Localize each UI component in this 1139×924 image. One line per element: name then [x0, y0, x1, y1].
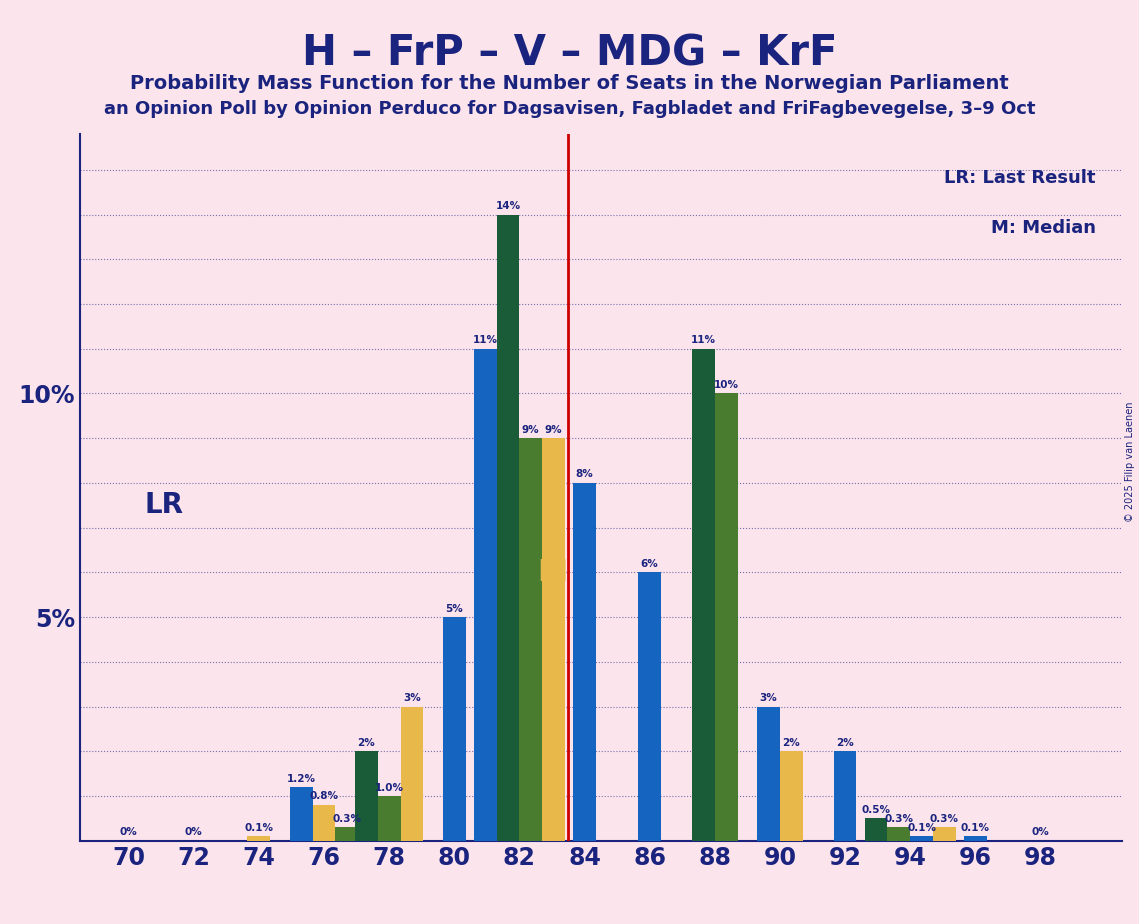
Text: H – FrP – V – MDG – KrF: H – FrP – V – MDG – KrF — [302, 32, 837, 74]
Bar — [443, 617, 466, 841]
Bar — [378, 796, 401, 841]
Text: 6%: 6% — [641, 559, 658, 569]
Text: © 2025 Filip van Laenen: © 2025 Filip van Laenen — [1125, 402, 1134, 522]
Bar — [834, 751, 857, 841]
Bar — [519, 438, 542, 841]
Bar — [964, 836, 986, 841]
Text: an Opinion Poll by Opinion Perduco for Dagsavisen, Fagbladet and FriFagbevegelse: an Opinion Poll by Opinion Perduco for D… — [104, 100, 1035, 117]
Bar — [757, 707, 780, 841]
Text: M: Median: M: Median — [991, 219, 1096, 237]
Text: 9%: 9% — [544, 425, 563, 434]
Bar — [910, 836, 933, 841]
Text: 0.3%: 0.3% — [333, 814, 361, 824]
Bar — [887, 827, 910, 841]
Text: 8%: 8% — [575, 469, 593, 480]
Text: 14%: 14% — [495, 201, 521, 211]
Bar — [933, 827, 956, 841]
Text: 2%: 2% — [358, 737, 375, 748]
Bar — [573, 483, 596, 841]
Text: 11%: 11% — [691, 335, 716, 346]
Text: 0%: 0% — [1032, 827, 1049, 837]
Bar — [638, 572, 661, 841]
Text: 3%: 3% — [403, 693, 420, 703]
Text: Probability Mass Function for the Number of Seats in the Norwegian Parliament: Probability Mass Function for the Number… — [130, 74, 1009, 93]
Text: 2%: 2% — [782, 737, 801, 748]
Text: 1.2%: 1.2% — [287, 773, 316, 784]
Bar — [289, 787, 312, 841]
Bar — [497, 214, 519, 841]
Text: 0.3%: 0.3% — [929, 814, 959, 824]
Bar — [474, 348, 497, 841]
Text: 5%: 5% — [445, 603, 464, 614]
Bar — [780, 751, 803, 841]
Bar — [693, 348, 715, 841]
Text: LR: LR — [145, 492, 183, 519]
Text: 2%: 2% — [836, 737, 854, 748]
Text: 3%: 3% — [760, 693, 778, 703]
Text: 11%: 11% — [473, 335, 498, 346]
Text: 0.1%: 0.1% — [961, 822, 990, 833]
Text: 0%: 0% — [120, 827, 138, 837]
Text: 9%: 9% — [522, 425, 540, 434]
Bar — [247, 836, 270, 841]
Bar — [401, 707, 424, 841]
Text: 10%: 10% — [714, 380, 739, 390]
Text: 1.0%: 1.0% — [375, 783, 403, 793]
Text: 0.1%: 0.1% — [245, 822, 273, 833]
Text: 0.5%: 0.5% — [861, 805, 891, 815]
Bar — [335, 827, 358, 841]
Bar — [355, 751, 378, 841]
Bar — [542, 438, 565, 841]
Bar — [715, 394, 738, 841]
Text: 0%: 0% — [185, 827, 203, 837]
Text: 0.8%: 0.8% — [310, 792, 338, 801]
Bar — [865, 819, 887, 841]
Text: M: M — [536, 558, 567, 587]
Bar — [312, 805, 335, 841]
Text: 0.1%: 0.1% — [907, 822, 936, 833]
Text: LR: Last Result: LR: Last Result — [944, 169, 1096, 188]
Text: 0.3%: 0.3% — [884, 814, 913, 824]
